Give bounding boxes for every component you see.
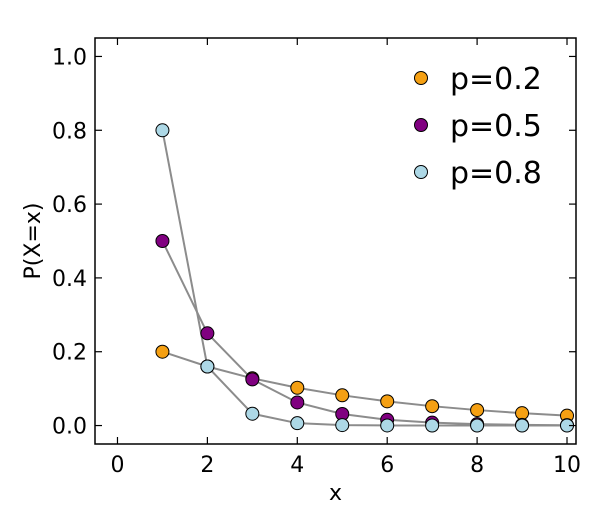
- data-point: [425, 418, 440, 433]
- data-point: [200, 359, 215, 374]
- data-points: [155, 123, 575, 433]
- x-tick-label: 6: [380, 453, 394, 478]
- legend-label: p=0.8: [450, 156, 542, 191]
- legend-label: p=0.5: [450, 109, 542, 144]
- y-tick-label: 0.6: [52, 193, 87, 218]
- legend-marker: [414, 118, 428, 132]
- data-point: [335, 388, 350, 403]
- x-tick-label: 2: [200, 453, 214, 478]
- series-lines: [161, 130, 568, 427]
- data-point: [380, 394, 395, 409]
- y-tick-label: 1.0: [52, 45, 87, 70]
- data-point: [335, 418, 350, 433]
- data-point: [290, 380, 305, 395]
- data-point: [245, 406, 260, 421]
- data-point: [515, 418, 530, 433]
- x-tick-label: 10: [553, 453, 581, 478]
- data-point: [155, 123, 170, 138]
- data-point: [155, 344, 170, 359]
- data-point: [245, 372, 260, 387]
- data-point: [425, 399, 440, 414]
- data-point: [470, 418, 485, 433]
- data-point: [200, 326, 215, 341]
- axis-ticks: [95, 38, 576, 444]
- legend-marker: [414, 165, 428, 179]
- data-point: [290, 395, 305, 410]
- series-line: [161, 130, 568, 427]
- legend-label: p=0.2: [450, 62, 542, 97]
- legend: p=0.2 p=0.5 p=0.8: [414, 62, 542, 191]
- x-axis-label: x: [329, 481, 342, 506]
- y-tick-label: 0.8: [52, 119, 87, 144]
- y-axis-label: P(X=x): [21, 203, 46, 280]
- y-tick-label: 0.4: [52, 267, 87, 292]
- series-line: [162, 350, 568, 417]
- data-point: [155, 234, 170, 248]
- legend-marker: [414, 71, 428, 85]
- plot-frame: [94, 37, 577, 445]
- x-tick-label: 0: [110, 453, 124, 478]
- data-point: [470, 403, 485, 418]
- series-line: [161, 240, 568, 427]
- data-point: [380, 418, 395, 433]
- data-point: [290, 416, 305, 431]
- x-tick-label: 8: [470, 453, 484, 478]
- data-point: [515, 406, 530, 421]
- x-tick-label: 4: [290, 453, 304, 478]
- y-tick-label: 0.0: [52, 415, 87, 440]
- tick-labels: 0 2 4 6 8 10 0.0 0.2 0.4 0.6 0.8 1.0: [52, 45, 581, 478]
- y-tick-label: 0.2: [52, 341, 87, 366]
